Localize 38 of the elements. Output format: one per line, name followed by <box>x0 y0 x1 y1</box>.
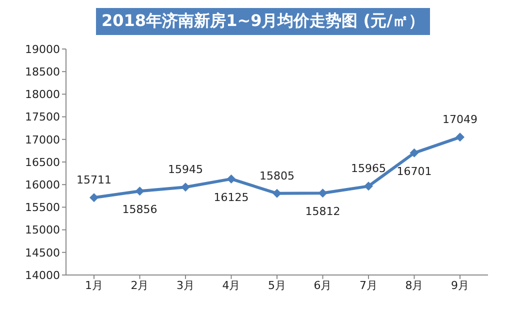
point <box>272 188 282 198</box>
y-tick-label: 16500 <box>25 156 60 169</box>
data-label: 15711 <box>76 174 112 187</box>
y-tick-label: 14500 <box>25 246 60 260</box>
y-tick-label: 15500 <box>25 201 60 214</box>
y-tick-label: 17500 <box>25 110 60 124</box>
point <box>226 174 236 184</box>
data-label: 16125 <box>214 190 249 204</box>
data-label: 16701 <box>396 164 432 178</box>
x-tick-label: 1月 <box>85 278 103 292</box>
x-tick-label: 4月 <box>222 278 240 292</box>
data-label: 15945 <box>168 163 203 176</box>
data-label: 15812 <box>305 205 340 218</box>
x-tick-label: 7月 <box>360 278 378 292</box>
point <box>135 186 144 196</box>
data-label: 15856 <box>122 203 158 216</box>
point <box>90 193 98 202</box>
y-tick-label: 18500 <box>25 66 60 79</box>
y-tick-label: 15000 <box>25 224 60 237</box>
point <box>456 132 464 142</box>
x-tick-label: 2月 <box>130 278 149 292</box>
data-label: 15805 <box>260 169 294 182</box>
y-tick-label: 16000 <box>25 178 60 192</box>
x-tick-label: 6月 <box>314 278 332 292</box>
y-tick-label: 14000 <box>25 268 60 282</box>
data-label: 15965 <box>351 162 386 176</box>
data-label: 17049 <box>442 113 478 126</box>
point <box>410 148 419 158</box>
point <box>364 182 373 191</box>
x-tick-label: 3月 <box>176 278 194 292</box>
point <box>181 182 190 192</box>
chart-title: 2018年济南新房1~9月均价走势图 (元/㎡） <box>96 8 430 35</box>
y-tick-label: 17000 <box>25 133 60 146</box>
x-tick-label: 9月 <box>451 278 469 292</box>
y-tick-label: 18000 <box>25 88 60 102</box>
x-tick-label: 8月 <box>405 278 424 292</box>
y-tick-label: 19000 <box>25 42 60 56</box>
x-tick-label: 5月 <box>268 278 286 292</box>
